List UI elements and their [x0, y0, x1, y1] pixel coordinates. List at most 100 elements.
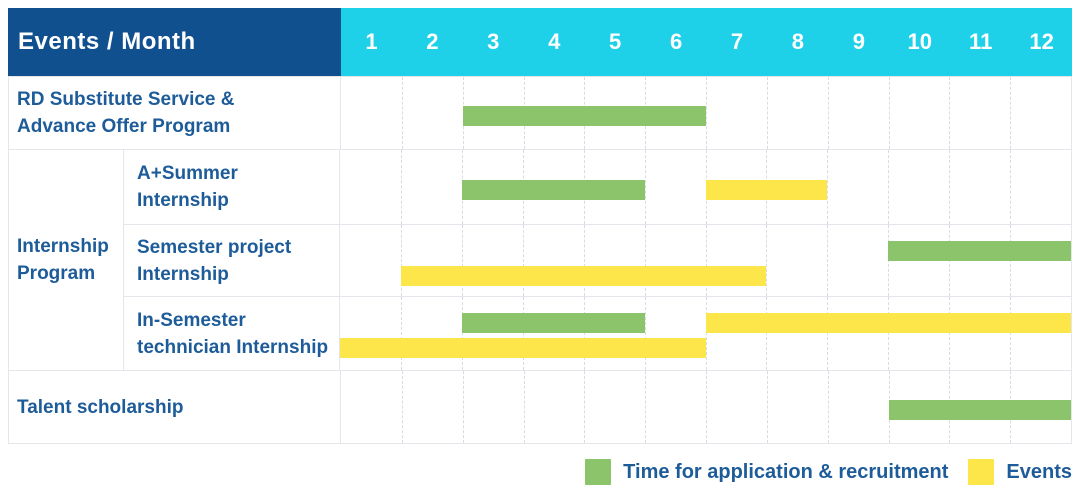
- month-header-6: 6: [669, 29, 683, 54]
- month-gridline: [1010, 77, 1012, 149]
- month-gridline: [766, 297, 768, 370]
- month-gridline: [401, 77, 403, 149]
- row-rd-substitute-service: RD Substitute Service & Advance Offer Pr…: [9, 76, 1071, 149]
- event-period-bar: [400, 266, 767, 286]
- event-period-bar: [705, 313, 1071, 333]
- month-gridline: [705, 297, 707, 370]
- month-header-11: 11: [969, 29, 993, 54]
- month-gridline: [1010, 150, 1012, 224]
- application-color-swatch: [585, 459, 612, 485]
- application-period-bar: [461, 313, 645, 333]
- month-header-3: 3: [487, 29, 500, 54]
- row-label-line: A+Summer: [137, 163, 238, 184]
- application-period-bar: [461, 180, 645, 200]
- event-period-bar: [340, 338, 706, 358]
- month-gridline: [645, 371, 647, 443]
- schedule-table: Events / Month 1 2 3 4 5 6 7 8 9 10 11 1…: [8, 8, 1072, 444]
- month-header-12: 12: [1029, 29, 1054, 54]
- row-label-line: Internship: [137, 190, 229, 211]
- month-gridline: [706, 371, 707, 443]
- month-gridline: [827, 297, 829, 370]
- row-in-semester-technician-internship: In-Semester technician Internship: [124, 296, 1071, 370]
- chart-cell-rd-substitute-service: [341, 77, 1071, 149]
- month-gridline: [705, 225, 707, 296]
- month-gridline: [644, 297, 646, 370]
- month-gridline: [462, 371, 464, 443]
- month-gridline: [461, 297, 463, 370]
- group-label-line: Internship: [17, 236, 109, 257]
- row-label-line: Talent scholarship: [17, 396, 184, 418]
- events-color-swatch: [968, 459, 995, 485]
- row-label-line: Semester project: [137, 236, 292, 258]
- month-gridline: [583, 297, 585, 370]
- month-gridline: [400, 150, 402, 224]
- month-header-strip: 1 2 3 4 5 6 7 8 9 10 11 12: [341, 8, 1072, 76]
- month-header-5: 5: [609, 29, 622, 54]
- month-gridline: [766, 371, 768, 443]
- month-gridline: [706, 77, 707, 149]
- month-gridline: [523, 371, 525, 443]
- legend-label-events: Events: [1006, 460, 1072, 483]
- month-gridline: [522, 297, 524, 370]
- month-gridline: [766, 77, 768, 149]
- group-label-internship-program: Internship Program: [9, 150, 124, 370]
- month-gridline: [583, 225, 585, 296]
- internship-program-subrows: A+Summer Internship Semester project Int…: [124, 150, 1071, 370]
- legend: Time for application & recruitment Event…: [585, 459, 1072, 485]
- month-header-4: 4: [548, 29, 561, 54]
- month-gridline: [644, 225, 646, 296]
- month-gridline: [827, 77, 829, 149]
- month-gridline: [400, 225, 402, 296]
- application-period-bar: [462, 106, 706, 126]
- row-label-line: technician Internship: [137, 336, 329, 358]
- month-gridline: [949, 297, 951, 370]
- row-label-semester-project-internship: Semester project Internship: [124, 225, 340, 296]
- table-body: RD Substitute Service & Advance Offer Pr…: [8, 76, 1072, 444]
- event-period-bar: [705, 180, 828, 200]
- legend-item-events: Events: [968, 459, 1072, 485]
- chart-cell-talent-scholarship: [341, 371, 1071, 443]
- month-gridline: [766, 225, 768, 296]
- month-gridline: [949, 77, 951, 149]
- legend-label-application: Time for application & recruitment: [623, 460, 949, 483]
- chart-cell-in-semester-technician-internship: [340, 297, 1071, 370]
- row-a-plus-summer-internship: A+Summer Internship: [124, 150, 1071, 224]
- application-period-bar: [888, 400, 1071, 420]
- internship-program-group: Internship Program A+Summer Internship S…: [9, 149, 1071, 370]
- row-label-rd-substitute-service: RD Substitute Service & Advance Offer Pr…: [9, 77, 341, 149]
- month-gridline: [400, 297, 402, 370]
- legend-item-application: Time for application & recruitment: [585, 459, 948, 485]
- month-gridline: [888, 297, 890, 370]
- month-gridline: [827, 225, 829, 296]
- group-label-line: Program: [17, 263, 96, 284]
- month-header-7: 7: [730, 29, 744, 54]
- month-header-10: 10: [907, 29, 932, 54]
- table-header-row: Events / Month 1 2 3 4 5 6 7 8 9 10 11 1…: [8, 8, 1072, 76]
- month-gridline: [401, 371, 403, 443]
- month-gridline: [888, 150, 890, 224]
- month-header-2: 2: [426, 29, 439, 54]
- corner-header: Events / Month: [8, 8, 341, 76]
- month-header-8: 8: [791, 29, 805, 54]
- row-label-line: Advance Offer Program: [17, 116, 231, 137]
- month-gridline: [1010, 297, 1012, 370]
- month-gridline: [584, 371, 586, 443]
- month-gridline: [827, 371, 829, 443]
- month-header-1: 1: [365, 29, 378, 54]
- row-label-a-plus-summer-internship: A+Summer Internship: [124, 150, 340, 224]
- month-gridline: [644, 150, 646, 224]
- month-gridline: [827, 150, 829, 224]
- application-period-bar: [888, 241, 1071, 261]
- row-label-line: In-Semester: [137, 309, 246, 331]
- row-label-talent-scholarship: Talent scholarship: [9, 371, 341, 443]
- month-gridline: [522, 225, 524, 296]
- month-gridline: [949, 150, 951, 224]
- month-gridline: [461, 225, 463, 296]
- month-gridline: [888, 77, 890, 149]
- chart-cell-a-plus-summer-internship: [340, 150, 1071, 224]
- row-talent-scholarship: Talent scholarship: [9, 370, 1071, 443]
- row-label-in-semester-technician-internship: In-Semester technician Internship: [124, 297, 340, 370]
- row-semester-project-internship: Semester project Internship: [124, 224, 1071, 296]
- row-label-line: Internship: [137, 263, 229, 285]
